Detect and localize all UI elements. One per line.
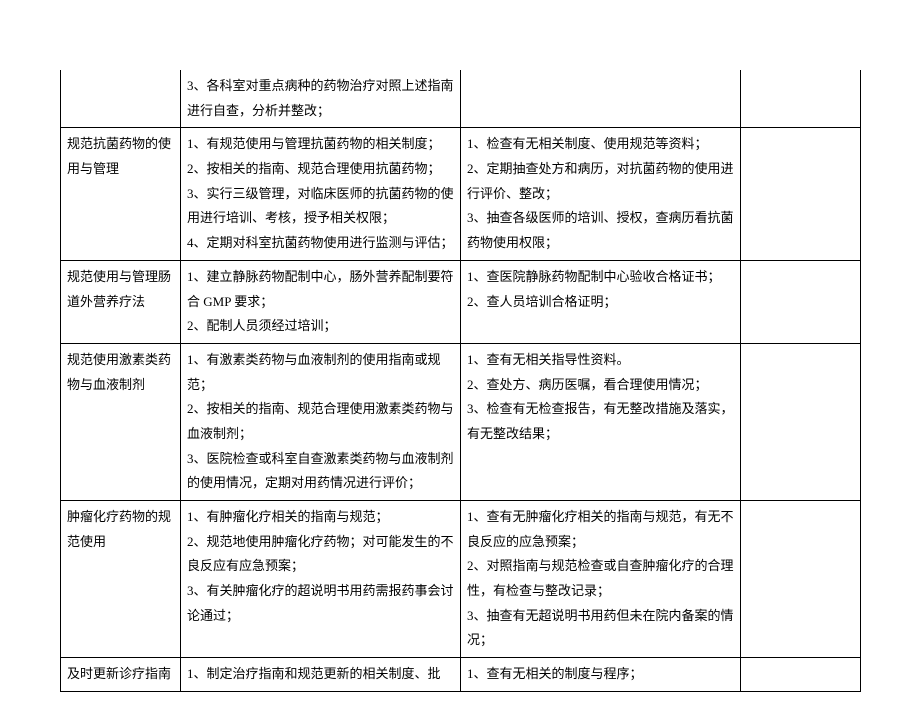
cell-checks: 1、查医院静脉药物配制中心验收合格证书；2、查人员培训合格证明； xyxy=(461,260,741,343)
cell-checks: 1、查有无相关的制度与程序； xyxy=(461,658,741,692)
cell-topic: 规范抗菌药物的使用与管理 xyxy=(61,128,181,260)
cell-checks: 1、查有无肿瘤化疗相关的指南与规范，有无不良反应的应急预案；2、对照指南与规范检… xyxy=(461,501,741,658)
cell-requirements: 1、有激素类药物与血液制剂的使用指南或规范；2、按相关的指南、规范合理使用激素类… xyxy=(181,343,461,500)
cell-topic: 规范使用激素类药物与血液制剂 xyxy=(61,343,181,500)
table-row: 规范抗菌药物的使用与管理 1、有规范使用与管理抗菌药物的相关制度；2、按相关的指… xyxy=(61,128,861,260)
table-row: 及时更新诊疗指南 1、制定治疗指南和规范更新的相关制度、批 1、查有无相关的制度… xyxy=(61,658,861,692)
cell-requirements: 3、各科室对重点病种的药物治疗对照上述指南进行自查，分析并整改； xyxy=(181,70,461,128)
cell-remark xyxy=(741,128,861,260)
cell-requirements: 1、有肿瘤化疗相关的指南与规范；2、规范地使用肿瘤化疗药物；对可能发生的不良反应… xyxy=(181,501,461,658)
cell-topic: 肿瘤化疗药物的规范使用 xyxy=(61,501,181,658)
table-body: 3、各科室对重点病种的药物治疗对照上述指南进行自查，分析并整改； 规范抗菌药物的… xyxy=(61,70,861,691)
cell-requirements: 1、制定治疗指南和规范更新的相关制度、批 xyxy=(181,658,461,692)
cell-topic: 规范使用与管理肠道外营养疗法 xyxy=(61,260,181,343)
cell-checks: 1、检查有无相关制度、使用规范等资料；2、定期抽查处方和病历，对抗菌药物的使用进… xyxy=(461,128,741,260)
table-row: 规范使用激素类药物与血液制剂 1、有激素类药物与血液制剂的使用指南或规范；2、按… xyxy=(61,343,861,500)
table-row: 规范使用与管理肠道外营养疗法 1、建立静脉药物配制中心，肠外营养配制要符合 GM… xyxy=(61,260,861,343)
cell-remark xyxy=(741,260,861,343)
cell-remark xyxy=(741,343,861,500)
table-row: 肿瘤化疗药物的规范使用 1、有肿瘤化疗相关的指南与规范；2、规范地使用肿瘤化疗药… xyxy=(61,501,861,658)
cell-remark xyxy=(741,658,861,692)
table-row: 3、各科室对重点病种的药物治疗对照上述指南进行自查，分析并整改； xyxy=(61,70,861,128)
cell-checks xyxy=(461,70,741,128)
cell-topic xyxy=(61,70,181,128)
cell-topic: 及时更新诊疗指南 xyxy=(61,658,181,692)
regulation-table: 3、各科室对重点病种的药物治疗对照上述指南进行自查，分析并整改； 规范抗菌药物的… xyxy=(60,70,861,692)
cell-checks: 1、查有无相关指导性资料。2、查处方、病历医嘱，看合理使用情况；3、检查有无检查… xyxy=(461,343,741,500)
cell-requirements: 1、建立静脉药物配制中心，肠外营养配制要符合 GMP 要求；2、配制人员须经过培… xyxy=(181,260,461,343)
cell-remark xyxy=(741,70,861,128)
cell-requirements: 1、有规范使用与管理抗菌药物的相关制度；2、按相关的指南、规范合理使用抗菌药物；… xyxy=(181,128,461,260)
cell-remark xyxy=(741,501,861,658)
